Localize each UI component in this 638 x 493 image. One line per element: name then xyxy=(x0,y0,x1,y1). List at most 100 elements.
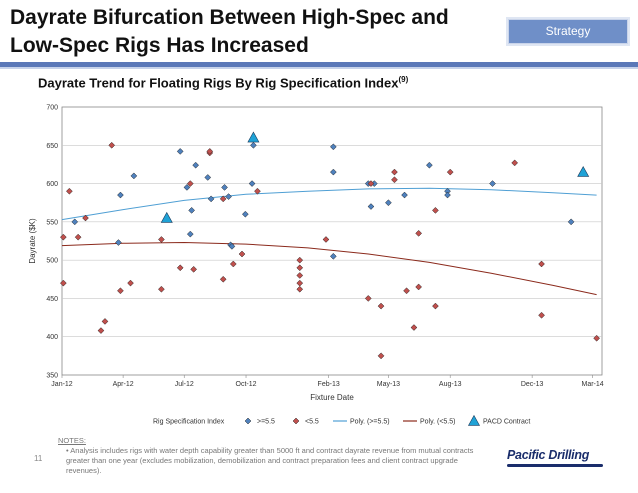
low-spec-point xyxy=(97,327,105,334)
high-spec-point xyxy=(130,172,138,180)
legend-pacd-label: PACD Contract xyxy=(483,419,530,426)
low-spec-point xyxy=(186,180,194,187)
y-tick-label: 400 xyxy=(46,334,58,341)
title-line-2: Low-Spec Rigs Has Increased xyxy=(10,34,309,57)
low-spec-point xyxy=(74,233,82,241)
high-spec-point xyxy=(204,174,212,181)
low-spec-point xyxy=(158,236,165,243)
legend-low-spec-label: <5.5 xyxy=(305,419,319,426)
notes-bullet-text: Analysis includes rigs with water depth … xyxy=(66,446,474,475)
notes-bullet: • Analysis includes rigs with water dept… xyxy=(66,446,474,475)
header-rule xyxy=(0,62,638,67)
low-spec-point xyxy=(66,187,73,195)
high-spec-point xyxy=(329,252,337,260)
high-spec-point xyxy=(567,218,575,226)
x-tick-label: Mar-14 xyxy=(582,381,604,388)
low-spec-point xyxy=(446,168,454,176)
low-spec-point xyxy=(206,148,214,155)
strategy-tab[interactable]: Strategy xyxy=(508,19,628,44)
low-spec-point xyxy=(391,176,398,184)
logo-text: Pacific Drilling xyxy=(507,448,590,462)
high-spec-point xyxy=(385,199,392,207)
high-spec-point xyxy=(207,195,215,203)
notes: NOTES: • Analysis includes rigs with wat… xyxy=(58,436,488,476)
low-spec-point xyxy=(190,265,197,273)
low-spec-point xyxy=(415,229,422,237)
x-tick-label: Feb-13 xyxy=(318,381,340,388)
low-spec-point xyxy=(377,302,385,310)
high-spec-point xyxy=(225,193,232,200)
chart-subtitle-note: (9) xyxy=(398,75,409,84)
high-spec-point xyxy=(426,161,433,169)
dayrate-scatter-chart: 350 400 450 500 550 600 650 700 Jan-12 Apr-12 Jul-… xyxy=(28,105,604,426)
x-tick-label: Oct-12 xyxy=(236,381,257,388)
low-spec-point xyxy=(158,285,165,293)
pacd-contract-point xyxy=(160,211,173,223)
y-tick-label: 700 xyxy=(46,105,58,112)
x-tick-label: Jan-12 xyxy=(51,381,73,388)
legend-pacd-marker xyxy=(467,414,481,426)
low-spec-point xyxy=(367,180,375,187)
high-spec-point xyxy=(188,207,195,214)
low-spec-point xyxy=(538,260,545,268)
high-spec-point xyxy=(444,191,451,199)
low-spec-point xyxy=(254,187,261,195)
low-spec-point xyxy=(117,287,124,295)
trendline xyxy=(61,241,597,296)
low-spec-point xyxy=(101,318,109,325)
x-axis-label: Fixture Date xyxy=(310,393,354,402)
y-axis-label: Dayrate ($K) xyxy=(28,218,37,264)
high-spec-point xyxy=(242,210,249,218)
low-spec-point xyxy=(219,195,227,203)
low-spec-point xyxy=(108,141,116,149)
pacd-contract-point xyxy=(247,131,260,143)
high-spec-point xyxy=(367,203,375,210)
high-spec-point xyxy=(115,239,122,246)
legend-low-spec-marker xyxy=(292,417,300,425)
low-spec-point xyxy=(391,168,398,176)
high-spec-point xyxy=(192,161,200,169)
low-spec-point xyxy=(364,295,372,302)
low-spec-point xyxy=(296,272,304,279)
legend-high-spec-label: >=5.5 xyxy=(257,419,275,426)
logo-wave-icon xyxy=(507,464,603,467)
title-line-1: Dayrate Bifurcation Between High-Spec an… xyxy=(10,6,449,29)
high-spec-point xyxy=(248,180,256,187)
low-spec-point xyxy=(296,264,304,272)
x-tick-label: Dec-13 xyxy=(521,381,544,388)
chart-subtitle-text: Dayrate Trend for Floating Rigs By Rig S… xyxy=(38,75,399,91)
high-spec-point xyxy=(329,143,337,151)
low-spec-point xyxy=(511,159,519,167)
low-spec-point xyxy=(432,302,439,310)
y-tick-label: 350 xyxy=(46,373,58,380)
high-spec-point xyxy=(183,184,191,191)
high-spec-point xyxy=(117,191,124,199)
y-tick-label: 450 xyxy=(46,296,58,303)
chart-subtitle: Dayrate Trend for Floating Rigs By Rig S… xyxy=(38,75,408,90)
notes-header: NOTES: xyxy=(58,436,86,445)
legend-poly-low-label: Poly. (<5.5) xyxy=(420,419,455,426)
low-spec-point xyxy=(82,214,89,222)
low-spec-point xyxy=(296,285,304,293)
low-spec-point xyxy=(59,233,67,241)
company-logo: Pacific Drilling xyxy=(507,440,607,470)
y-tick-label: 500 xyxy=(46,258,58,265)
high-spec-point xyxy=(176,148,184,155)
low-spec-point xyxy=(296,256,304,264)
high-spec-point xyxy=(329,168,337,176)
high-spec-point xyxy=(489,180,496,187)
low-spec-point xyxy=(238,250,246,258)
high-spec-point xyxy=(401,191,408,199)
trendline xyxy=(61,187,597,221)
high-spec-point xyxy=(228,243,236,250)
high-spec-point xyxy=(71,218,79,226)
x-tick-label: May-13 xyxy=(377,381,400,388)
x-tick-label: Jul-12 xyxy=(175,381,194,388)
low-spec-point xyxy=(322,236,330,243)
x-tick-label: Aug-13 xyxy=(439,381,462,388)
legend-poly-high-label: Poly. (>=5.5) xyxy=(350,419,390,426)
legend-high-spec-marker xyxy=(244,417,252,425)
high-spec-point xyxy=(186,230,194,238)
plot-area xyxy=(61,106,603,376)
low-spec-point xyxy=(538,311,545,319)
